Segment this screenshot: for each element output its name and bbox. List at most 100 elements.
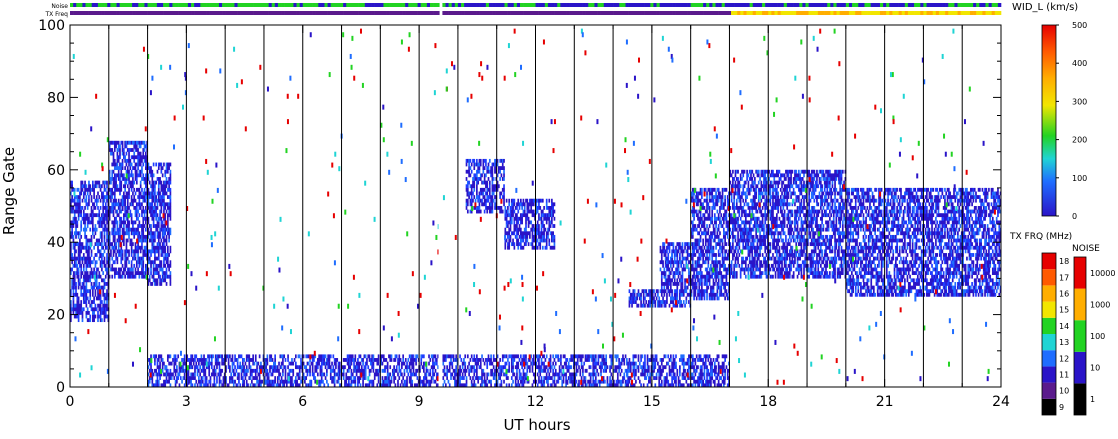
echo-pixel [500,173,503,178]
echo-pixel [751,242,754,247]
echo-pixel [126,202,129,207]
echo-pixel [697,216,699,221]
echo-pixel [703,278,706,283]
echo-pixel [80,289,83,294]
echo-pixel [642,292,645,297]
echo-pixel [763,224,765,228]
echo-pixel [102,253,105,257]
echo-pixel [791,169,794,174]
echo-pixel [159,278,161,283]
echo-pixel [168,206,170,210]
echo-pixel [676,253,679,257]
echo-pixel [516,220,518,225]
echo-pixel [755,187,758,192]
echo-pixel [694,224,697,228]
txfreq-strip-cell [709,11,713,15]
echo-pixel [85,249,88,254]
echo-pixel [734,220,737,225]
echo-pixel [676,242,679,247]
echo-pixel [473,177,476,181]
echo-pixel [90,216,93,221]
echo-pixel [142,238,145,243]
echo-pixel [765,191,768,196]
echo-pixel [75,202,77,207]
echo-pixel [474,177,477,181]
echo-pixel [765,180,768,185]
echo-pixel [779,173,782,178]
echo-pixel [684,245,686,250]
txfreq-strip-cell [101,11,105,15]
echo-pixel [128,224,130,228]
echo-pixel [773,220,776,225]
noise-strip-cell [510,3,515,7]
echo-pixel [658,300,661,304]
echo-pixel [514,206,517,210]
echo-pixel [98,314,101,319]
echo-pixel [93,282,95,286]
echo-pixel [111,195,114,199]
echo-pixel [724,256,726,261]
echo-pixel [699,274,702,279]
noise-strip-cell [631,3,636,7]
txfreq-strip-cell [240,11,245,15]
echo-pixel [794,173,796,178]
echo-pixel [797,231,800,236]
echo-pixel [133,249,136,254]
noise-strip-cell [824,3,828,7]
echo-pixel [470,195,473,199]
echo-pixel [761,169,764,174]
echo-pixel [679,260,681,265]
echo-pixel [690,209,693,214]
echo-pixel [760,180,763,185]
echo-pixel [739,184,742,189]
echo-pixel [657,292,659,297]
echo-pixel [76,195,79,199]
echo-pixel [490,209,492,214]
echo-pixel [103,263,106,268]
noise-strip-cell [969,3,974,7]
echo-pixel [112,267,115,272]
echo-pixel [792,260,795,265]
echo-pixel [128,151,130,156]
echo-pixel [115,187,117,192]
echo-pixel [522,213,525,218]
echo-pixel [725,213,728,218]
echo-pixel [712,289,715,294]
echo-pixel [121,249,124,254]
echo-pixel [486,184,489,189]
echo-pixel [97,242,99,247]
echo-pixel [746,267,748,272]
echo-pixel [774,238,777,243]
echo-pixel [123,148,125,152]
echo-pixel [470,169,473,174]
echo-pixel [112,158,115,163]
echo-pixel [89,289,92,294]
echo-pixel [144,234,147,239]
echo-pixel [691,260,694,265]
echo-pixel [782,245,785,250]
echo-pixel [776,242,778,247]
echo-pixel [680,260,683,265]
echo-pixel [89,227,92,232]
txfreq-strip-cell [932,11,937,15]
echo-pixel [536,220,539,225]
echo-pixel [635,296,637,301]
echo-pixel [99,292,102,297]
echo-pixel [89,184,92,189]
echo-pixel [112,260,115,265]
txfreq-strip-cell [529,11,533,15]
echo-pixel [120,260,123,265]
txfreq-strip-cell [752,11,757,15]
echo-pixel [108,206,111,210]
echo-pixel [97,289,99,294]
echo-pixel [704,282,707,286]
echo-pixel [738,263,741,268]
echo-pixel [476,169,478,174]
echo-pixel [699,213,702,218]
echo-pixel [113,173,116,178]
echo-pixel [518,224,521,228]
noise-strip-cell [386,3,390,7]
echo-pixel [142,206,145,210]
noise-strip-cell [780,3,785,7]
echo-pixel [684,267,686,272]
